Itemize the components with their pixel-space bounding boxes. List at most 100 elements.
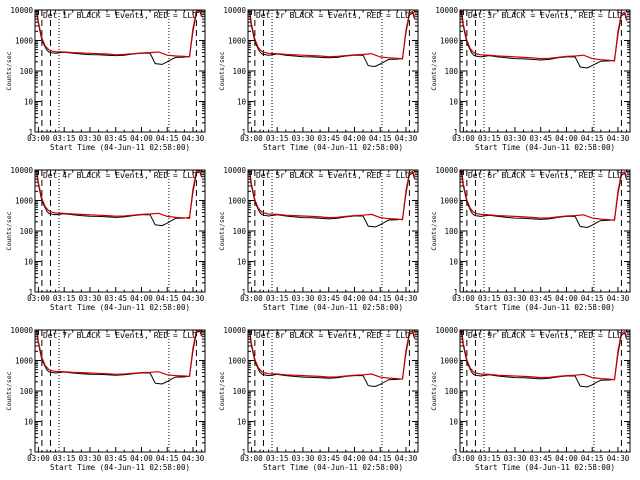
x-tick-label: 03:30 — [504, 454, 527, 463]
y-axis-label: Counts/sec — [430, 371, 438, 410]
x-tick-label: 03:15 — [478, 294, 501, 303]
plot-frame — [34, 329, 206, 453]
x-tick-label: 03:45 — [529, 294, 552, 303]
x-tick-label: 03:15 — [478, 134, 501, 143]
x-tick-label: 04:15 — [156, 454, 179, 463]
y-tick-label: 10 — [237, 98, 247, 107]
y-tick-label: 10000 — [435, 166, 458, 175]
x-tick-label: 04:15 — [369, 454, 392, 463]
x-tick-label: 03:45 — [317, 134, 340, 143]
events-series-line — [248, 170, 416, 228]
plot-frame — [34, 9, 206, 133]
events-series-line — [35, 330, 203, 385]
x-tick-label: 03:00 — [452, 454, 475, 463]
y-tick-label: 100 — [444, 387, 458, 396]
x-tick-label: 04:15 — [369, 294, 392, 303]
x-tick-label: 04:30 — [395, 134, 418, 143]
x-tick-label: 03:30 — [292, 454, 315, 463]
chart-panel: 1 10 100 1000 10000 03:00 03:15 03:30 03:45 04:00… — [430, 166, 631, 312]
y-axis-label: Counts/sec — [218, 51, 226, 90]
x-tick-label: 04:15 — [156, 134, 179, 143]
x-tick-label: 03:45 — [317, 454, 340, 463]
y-tick-label: 1000 — [228, 197, 247, 206]
y-tick-label: 1000 — [15, 357, 34, 366]
x-tick-label: 03:15 — [53, 294, 76, 303]
x-tick-label: 03:15 — [53, 454, 76, 463]
x-tick-label: 04:15 — [581, 454, 604, 463]
x-axis-label: Start Time (04-Jun-11 02:58:00) — [475, 303, 615, 312]
chart-title: Det 5r BLACK = Events, RED = LLD — [256, 171, 410, 180]
events-series-line — [248, 10, 416, 68]
x-tick-label: 03:30 — [504, 294, 527, 303]
chart-title: Det 3r BLACK = Events, RED = LLD — [468, 11, 622, 20]
y-tick-label: 100 — [232, 67, 246, 76]
plot-frame — [459, 329, 631, 453]
x-tick-label: 04:00 — [555, 134, 578, 143]
x-tick-label: 03:15 — [53, 134, 76, 143]
y-tick-label: 10 — [449, 418, 459, 427]
chart-panel: 1 10 100 1000 10000 03:00 03:15 03:30 03:45 04:00… — [218, 326, 419, 472]
y-tick-label: 1 — [28, 128, 33, 137]
x-tick-label: 03:15 — [478, 454, 501, 463]
y-tick-label: 100 — [19, 387, 33, 396]
lld-series-line — [35, 10, 203, 58]
x-tick-label: 03:15 — [266, 294, 289, 303]
chart-panel: 1 10 100 1000 10000 03:00 03:15 03:30 03:45 04:00… — [218, 6, 419, 152]
x-tick-label: 03:00 — [240, 134, 263, 143]
x-axis-label: Start Time (04-Jun-11 02:58:00) — [50, 463, 190, 472]
y-tick-label: 1 — [241, 288, 246, 297]
plot-frame — [247, 9, 419, 133]
x-tick-label: 04:00 — [130, 454, 153, 463]
y-tick-label: 10000 — [10, 166, 33, 175]
y-tick-label: 10000 — [10, 6, 33, 15]
y-axis-label: Counts/sec — [430, 211, 438, 250]
x-tick-label: 03:15 — [266, 454, 289, 463]
lld-series-line — [36, 330, 203, 378]
x-tick-label: 03:00 — [452, 134, 475, 143]
x-tick-label: 04:00 — [343, 294, 366, 303]
chart-panel: 1 10 100 1000 10000 03:00 03:15 03:30 03:45 04:00… — [5, 166, 206, 312]
x-tick-label: 03:00 — [27, 454, 50, 463]
x-axis-label: Start Time (04-Jun-11 02:58:00) — [50, 303, 190, 312]
x-tick-label: 04:15 — [581, 134, 604, 143]
x-tick-label: 03:45 — [317, 294, 340, 303]
lld-series-line — [248, 170, 416, 221]
y-tick-label: 1 — [453, 128, 458, 137]
y-tick-label: 1 — [241, 448, 246, 457]
y-tick-label: 10000 — [223, 326, 246, 335]
x-tick-label: 03:30 — [79, 134, 102, 143]
y-tick-label: 10000 — [435, 6, 458, 15]
x-axis-label: Start Time (04-Jun-11 02:58:00) — [263, 303, 403, 312]
y-axis-label: Counts/sec — [5, 371, 13, 410]
y-tick-label: 100 — [444, 67, 458, 76]
y-tick-label: 100 — [444, 227, 458, 236]
plot-frame — [459, 9, 631, 133]
x-tick-label: 03:30 — [504, 134, 527, 143]
x-tick-label: 04:30 — [182, 454, 205, 463]
chart-panel: 1 10 100 1000 10000 03:00 03:15 03:30 03:45 04:00… — [218, 166, 419, 312]
plot-frame — [459, 169, 631, 293]
y-axis-label: Counts/sec — [5, 51, 13, 90]
x-tick-label: 03:45 — [529, 134, 552, 143]
x-tick-label: 03:00 — [27, 134, 50, 143]
x-tick-label: 04:30 — [395, 294, 418, 303]
chart-title: Det 4r BLACK = Events, RED = LLD — [43, 171, 197, 180]
chart-title: Det 1r BLACK = Events, RED = LLD — [43, 11, 197, 20]
events-series-line — [35, 10, 203, 65]
chart-panel: 1 10 100 1000 10000 03:00 03:15 03:30 03:45 04:00… — [5, 6, 206, 152]
y-tick-label: 1000 — [440, 37, 459, 46]
chart-title: Det 7r BLACK = Events, RED = LLD — [43, 331, 197, 340]
y-tick-label: 100 — [19, 67, 33, 76]
chart-panel: 1 10 100 1000 10000 03:00 03:15 03:30 03:45 04:00… — [5, 326, 206, 472]
plot-frame — [247, 329, 419, 453]
x-tick-label: 03:45 — [104, 294, 127, 303]
y-tick-label: 1000 — [228, 37, 247, 46]
x-tick-label: 03:00 — [452, 294, 475, 303]
y-tick-label: 10 — [237, 258, 247, 267]
events-series-line — [460, 170, 628, 229]
y-tick-label: 1000 — [15, 37, 34, 46]
chart-title: Det 6r BLACK = Events, RED = LLD — [468, 171, 622, 180]
x-tick-label: 04:30 — [182, 294, 205, 303]
events-series-line — [460, 11, 628, 69]
y-tick-label: 100 — [19, 227, 33, 236]
